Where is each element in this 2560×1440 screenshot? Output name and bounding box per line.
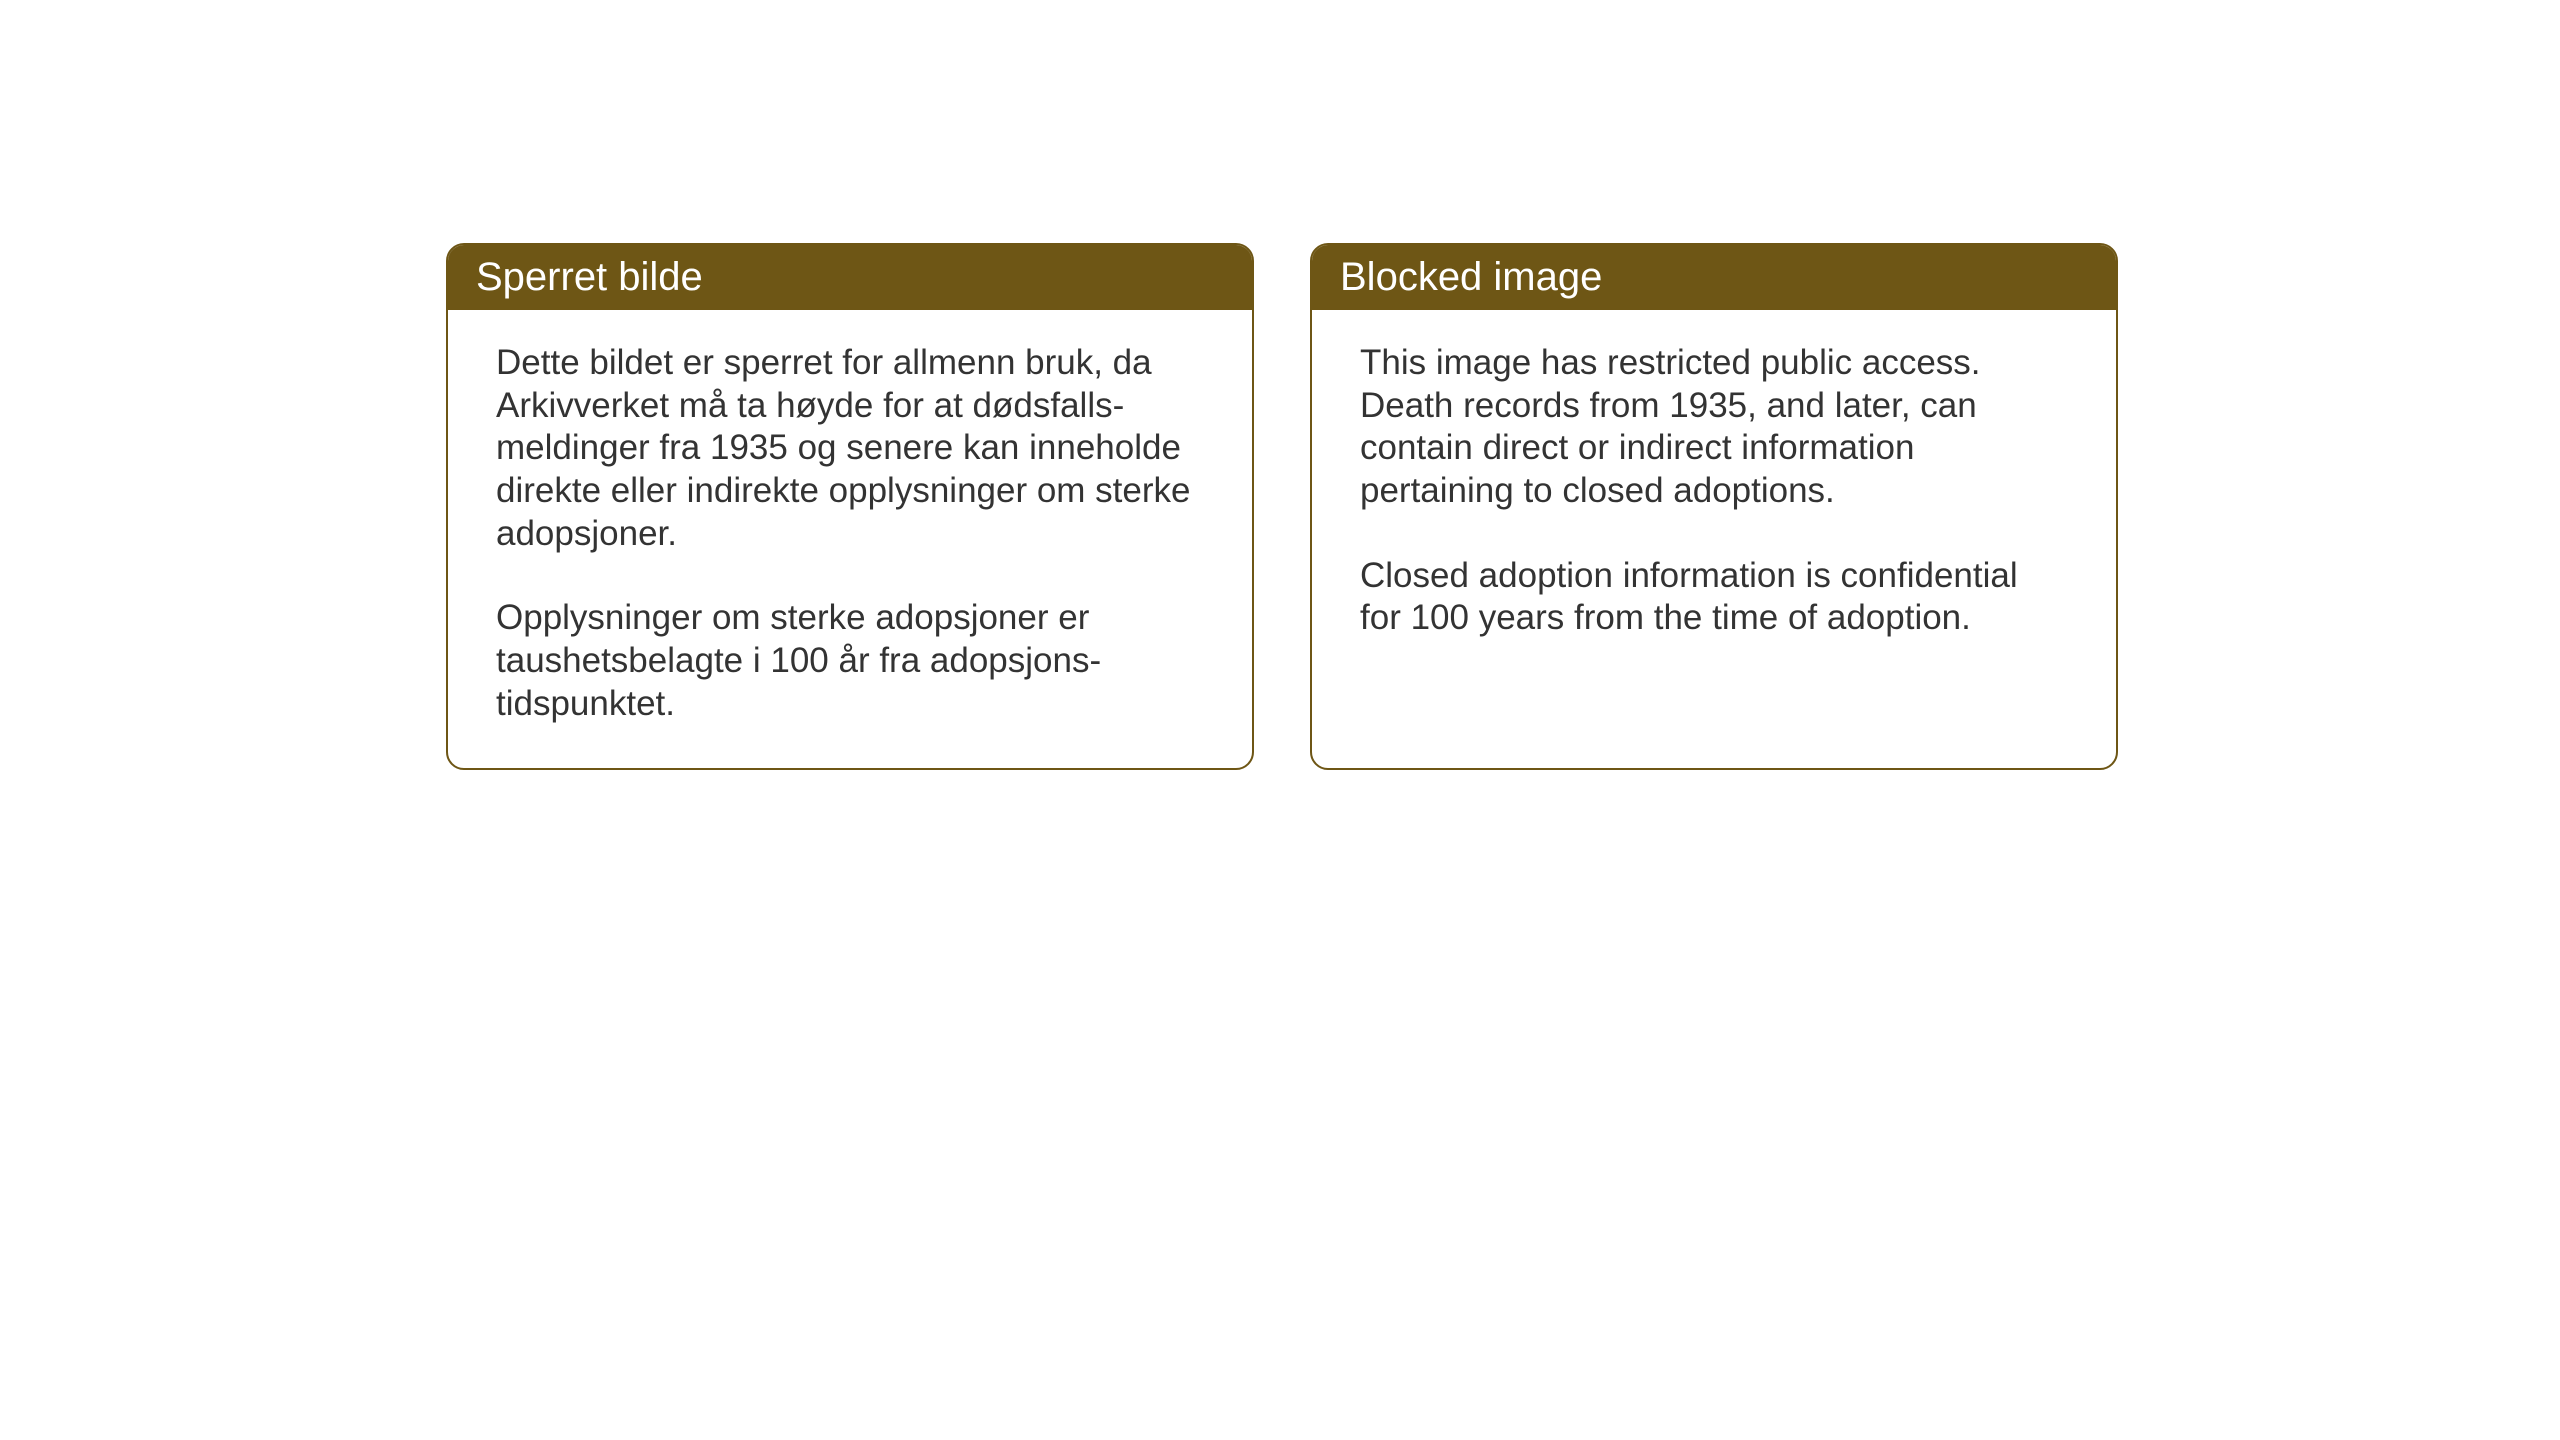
cards-container: Sperret bilde Dette bildet er sperret fo… [446,243,2118,770]
english-card-body: This image has restricted public access.… [1312,310,2116,682]
english-card: Blocked image This image has restricted … [1310,243,2118,770]
english-paragraph-1: This image has restricted public access.… [1360,342,2068,513]
english-paragraph-2: Closed adoption information is confident… [1360,555,2068,640]
norwegian-paragraph-1: Dette bildet er sperret for allmenn bruk… [496,342,1204,555]
english-card-header: Blocked image [1312,245,2116,310]
english-card-title: Blocked image [1340,255,1602,299]
norwegian-card-body: Dette bildet er sperret for allmenn bruk… [448,310,1252,768]
norwegian-paragraph-2: Opplysninger om sterke adopsjoner er tau… [496,597,1204,725]
norwegian-card: Sperret bilde Dette bildet er sperret fo… [446,243,1254,770]
norwegian-card-header: Sperret bilde [448,245,1252,310]
norwegian-card-title: Sperret bilde [476,255,703,299]
